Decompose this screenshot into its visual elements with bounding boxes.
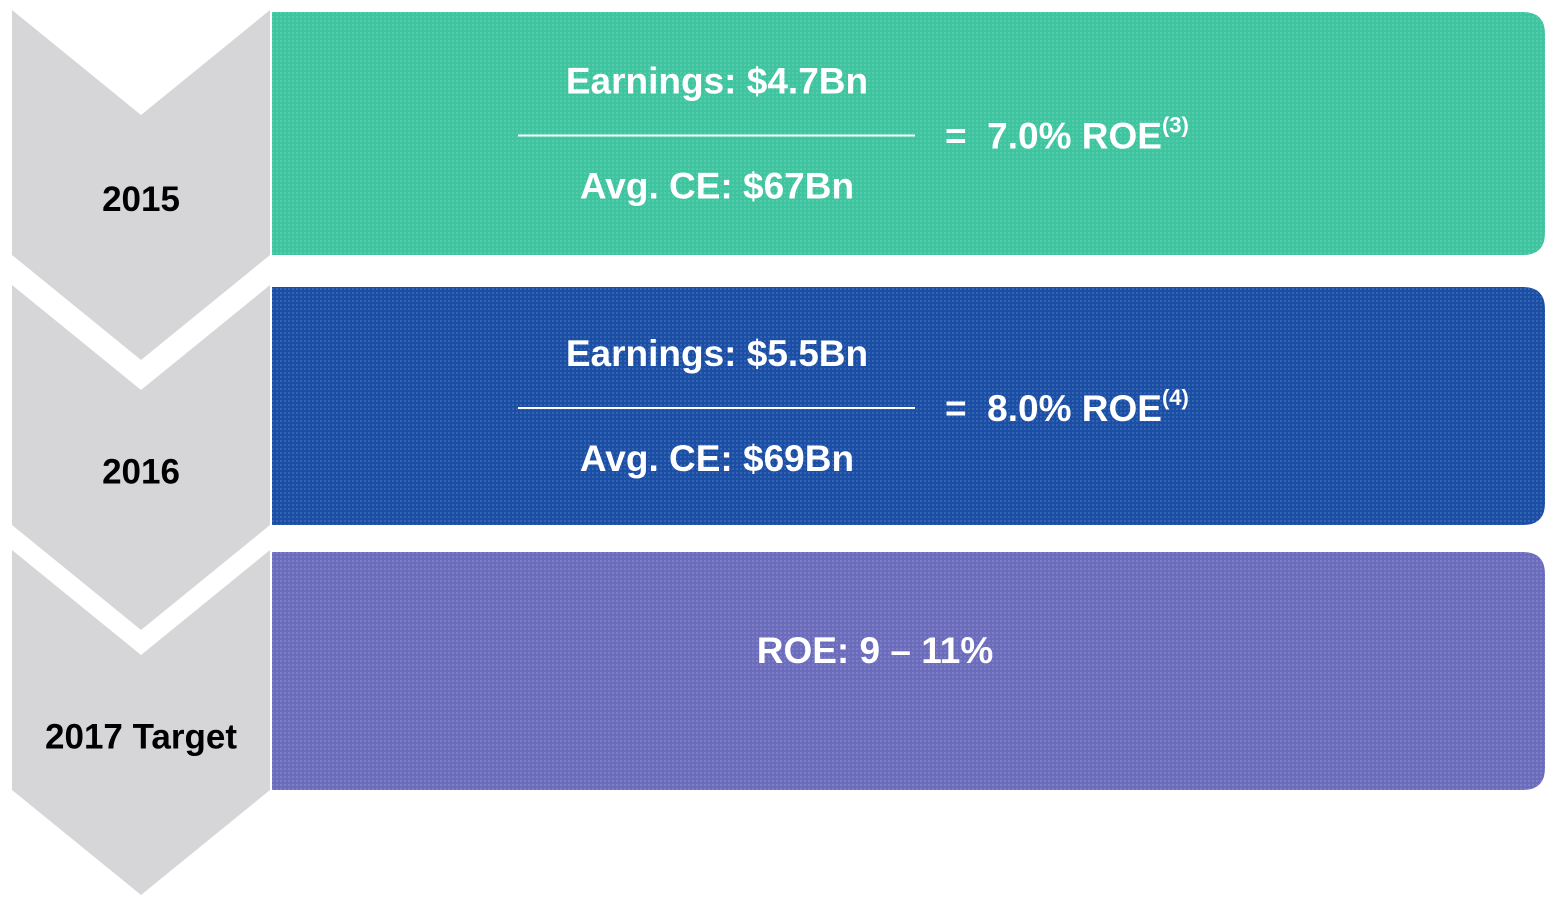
panel-text: ROE: 9 – 11% <box>757 630 994 671</box>
panel-texture <box>272 12 1545 255</box>
result-value: = 8.0% ROE <box>945 388 1162 429</box>
panel-texture <box>272 552 1545 790</box>
panel-texture <box>272 287 1545 525</box>
chevron <box>12 285 270 630</box>
numerator: Earnings: $4.7Bn <box>566 60 868 101</box>
footnote-ref: (3) <box>1162 112 1189 137</box>
denominator: Avg. CE: $69Bn <box>580 438 854 479</box>
chevron <box>12 10 270 360</box>
row-label: 2017 Target <box>45 717 237 756</box>
row-label: 2016 <box>102 452 180 491</box>
footnote-ref: (4) <box>1162 385 1189 410</box>
row-label: 2015 <box>102 180 180 219</box>
numerator: Earnings: $5.5Bn <box>566 333 868 374</box>
result: = 7.0% ROE(3) <box>945 112 1189 156</box>
denominator: Avg. CE: $67Bn <box>580 165 854 206</box>
result: = 8.0% ROE(4) <box>945 385 1189 429</box>
result-value: = 7.0% ROE <box>945 115 1162 156</box>
chevron <box>12 550 270 895</box>
